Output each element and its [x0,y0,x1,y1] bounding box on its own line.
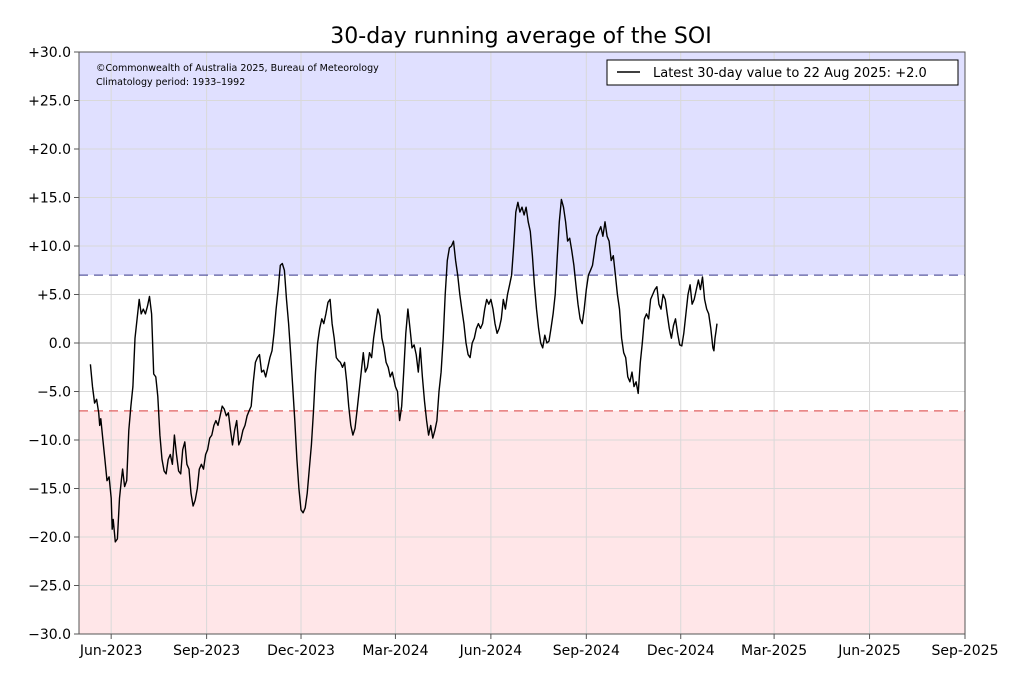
y-tick-label: −10.0 [28,433,71,449]
threshold-lines [79,274,965,412]
la-nina-band [79,52,965,276]
x-tick-label: Mar-2024 [362,643,428,659]
x-tick-label: Dec-2024 [647,643,715,659]
legend-label: Latest 30-day value to 22 Aug 2025: +2.0 [653,66,927,81]
y-tick-label: +25.0 [28,94,71,110]
chart-title: 30-day running average of the SOI [330,24,711,49]
y-tick-label: +15.0 [28,191,71,207]
y-tick-label: −15.0 [28,482,71,498]
y-tick-label: −5.0 [37,385,71,401]
x-tick-label: Jun-2024 [459,643,523,659]
series-group [89,198,718,543]
y-tick-label: +30.0 [28,45,71,61]
y-tick-label: +20.0 [28,142,71,158]
x-tick-label: Sep-2025 [931,643,998,659]
soi-series-line [89,198,718,543]
y-tick-label: −30.0 [28,627,71,643]
legend: Latest 30-day value to 22 Aug 2025: +2.0 [606,59,959,86]
x-tick-label: Jun-2025 [837,643,901,659]
credit-line-2: Climatology period: 1933–1992 [96,77,245,88]
y-tick-label: +10.0 [28,239,71,255]
y-tick-label: −20.0 [28,530,71,546]
x-axis: Jun-2023 Sep-2023 Dec-2023 Mar-2024 Jun-2024… [79,634,999,659]
legend-box [606,59,959,86]
y-tick-label: 0.0 [49,336,71,352]
y-axis: +30.0 +25.0 +20.0 +15.0 +10.0 +5.0 0.0 −5.0 −10.… [28,45,79,643]
credit-line-1: ©Commonwealth of Australia 2025, Bureau … [96,63,379,74]
x-tick-label: Sep-2024 [553,643,620,659]
x-tick-label: Jun-2023 [79,643,143,659]
x-tick-label: Sep-2023 [173,643,240,659]
y-tick-label: +5.0 [37,288,71,304]
x-tick-label: Mar-2025 [741,643,807,659]
y-tick-label: −25.0 [28,579,71,595]
el-nino-band [79,410,965,634]
x-tick-label: Dec-2023 [267,643,335,659]
